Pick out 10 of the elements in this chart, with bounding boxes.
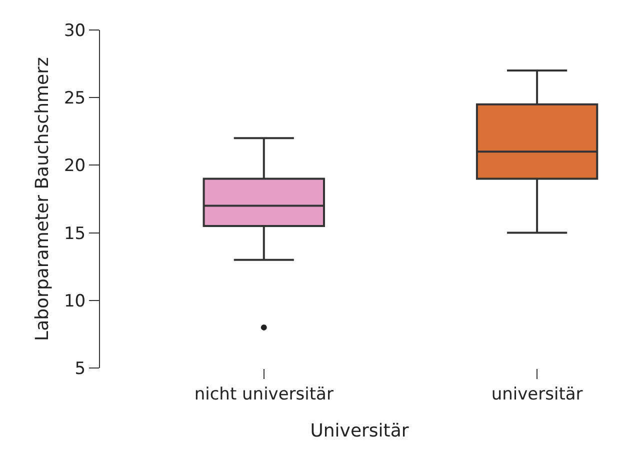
x-tick-label: universitär	[491, 384, 583, 404]
y-axis-title: Laborparameter Bauchschmerz	[32, 57, 54, 341]
y-tick-label: 20	[64, 156, 86, 176]
y-tick-label: 25	[64, 88, 86, 109]
y-tick-label: 10	[64, 291, 86, 312]
x-tick-label: nicht universitär	[194, 384, 334, 404]
y-tick-label: 15	[64, 224, 86, 244]
y-tick-label: 5	[74, 358, 86, 379]
x-axis-title: Universitär	[310, 420, 410, 442]
y-tick-label: 30	[64, 20, 86, 41]
